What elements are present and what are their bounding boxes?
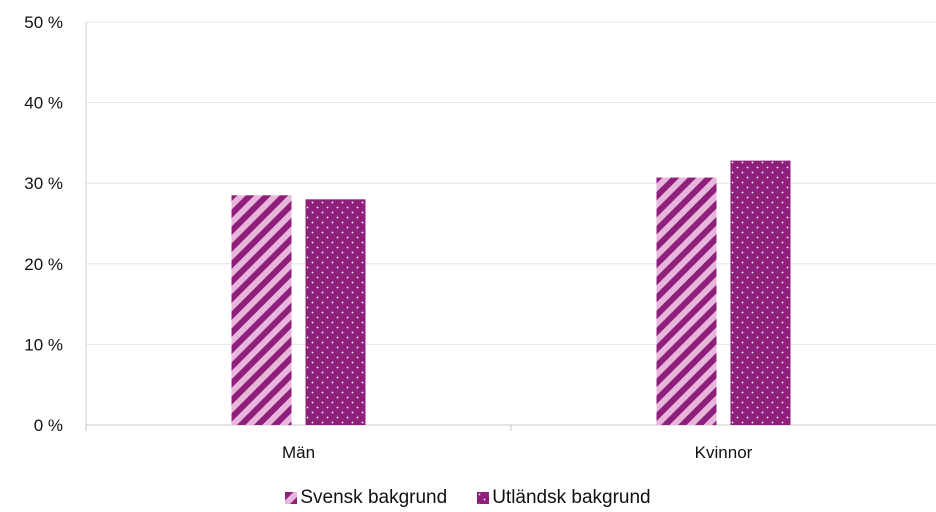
y-tick-label: 50 % <box>24 13 63 32</box>
bar-utlandsk-0 <box>305 199 366 425</box>
x-tick-label: Kvinnor <box>695 443 753 462</box>
legend-label-utlandsk: Utländsk bakgrund <box>492 487 651 508</box>
y-tick-label: 0 % <box>34 416 63 435</box>
legend-swatch-svensk <box>285 492 298 504</box>
axes <box>85 22 936 431</box>
y-tick-label: 40 % <box>24 94 63 113</box>
legend: Svensk bakgrund Utländsk bakgrund <box>0 487 936 509</box>
legend-item-utlandsk: Utländsk bakgrund <box>477 487 651 509</box>
x-axis-ticks: Män Kvinnor <box>282 443 753 462</box>
legend-item-svensk: Svensk bakgrund <box>285 487 447 509</box>
legend-label-svensk: Svensk bakgrund <box>300 487 448 508</box>
gridlines <box>86 21 936 345</box>
bar-svensk-1 <box>656 177 717 425</box>
bars <box>231 160 791 425</box>
x-tick-label: Män <box>282 443 315 462</box>
bar-svensk-0 <box>231 195 292 425</box>
y-tick-label: 10 % <box>24 335 63 354</box>
bar-utlandsk-1 <box>730 160 791 425</box>
y-tick-label: 30 % <box>24 174 63 193</box>
y-axis-ticks: 0 % 10 % 20 % 30 % 40 % 50 % <box>24 13 63 435</box>
y-tick-label: 20 % <box>24 255 63 274</box>
bar-chart: 0 % 10 % 20 % 30 % 40 % 50 % Män Kvinnor <box>24 13 936 462</box>
legend-swatch-utlandsk <box>477 492 490 504</box>
